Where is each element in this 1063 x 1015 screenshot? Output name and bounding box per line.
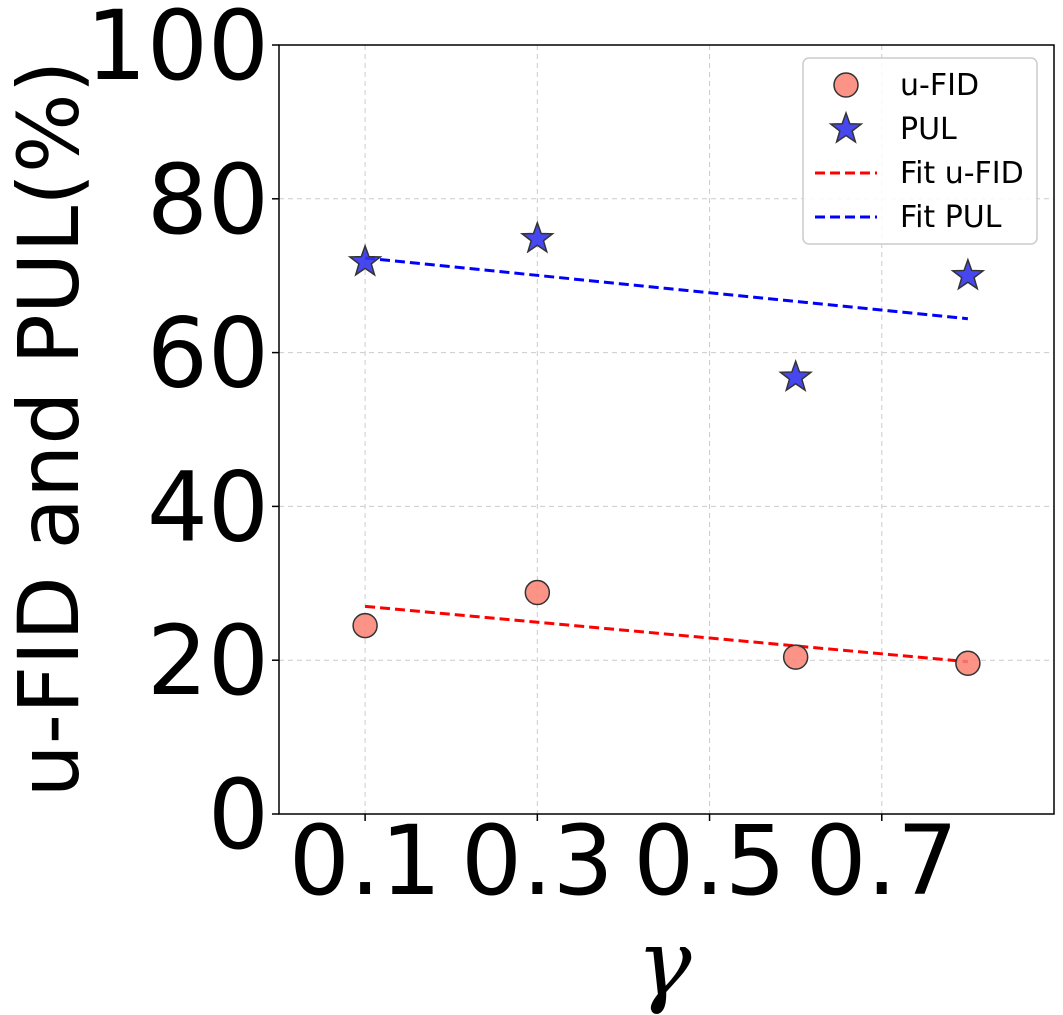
y-tick-label: 0 — [208, 759, 269, 871]
axis-ticks: 0 20 40 60 80 100 0.1 0.3 0.5 0.7 — [86, 0, 958, 917]
x-axis-label: γ — [637, 910, 693, 1015]
x-tick-label: 0.5 — [633, 805, 786, 917]
point-pul — [519, 220, 555, 254]
legend-label-fit-pul: Fit PUL — [900, 200, 1002, 235]
x-tick-label: 0.1 — [289, 805, 442, 917]
x-tick-label: 0.3 — [461, 805, 614, 917]
y-axis-label: u-FID and PUL(%) — [0, 60, 98, 797]
fit-line-fit-pul — [364, 256, 969, 321]
point-u-fid — [524, 579, 551, 606]
point-u-fid — [352, 612, 378, 639]
legend-handle-pul — [828, 110, 864, 144]
legend-label-u-fid: u-FID — [900, 68, 979, 103]
legend-label-pul: PUL — [900, 112, 957, 147]
fit-lines — [364, 256, 969, 664]
y-tick-label: 40 — [147, 451, 269, 563]
point-u-fid — [955, 650, 981, 677]
point-u-fid — [782, 644, 809, 670]
y-tick-label: 100 — [86, 0, 269, 102]
data-markers — [347, 220, 986, 677]
y-tick-label: 80 — [147, 144, 269, 256]
x-tick-label: 0.7 — [805, 805, 958, 917]
y-tick-label: 20 — [147, 605, 269, 717]
point-pul — [950, 257, 986, 291]
legend-label-fit-u-fid: Fit u-FID — [900, 156, 1024, 191]
y-tick-label: 60 — [147, 298, 269, 410]
legend: u-FID PUL Fit u-FID Fit PUL — [802, 57, 1038, 245]
plot-frame — [278, 44, 1055, 815]
legend-box — [802, 57, 1038, 245]
fit-line-fit-u-fid — [364, 604, 969, 664]
legend-handle-u-fid — [833, 72, 859, 98]
point-pul — [347, 243, 383, 277]
point-pul — [778, 358, 814, 392]
